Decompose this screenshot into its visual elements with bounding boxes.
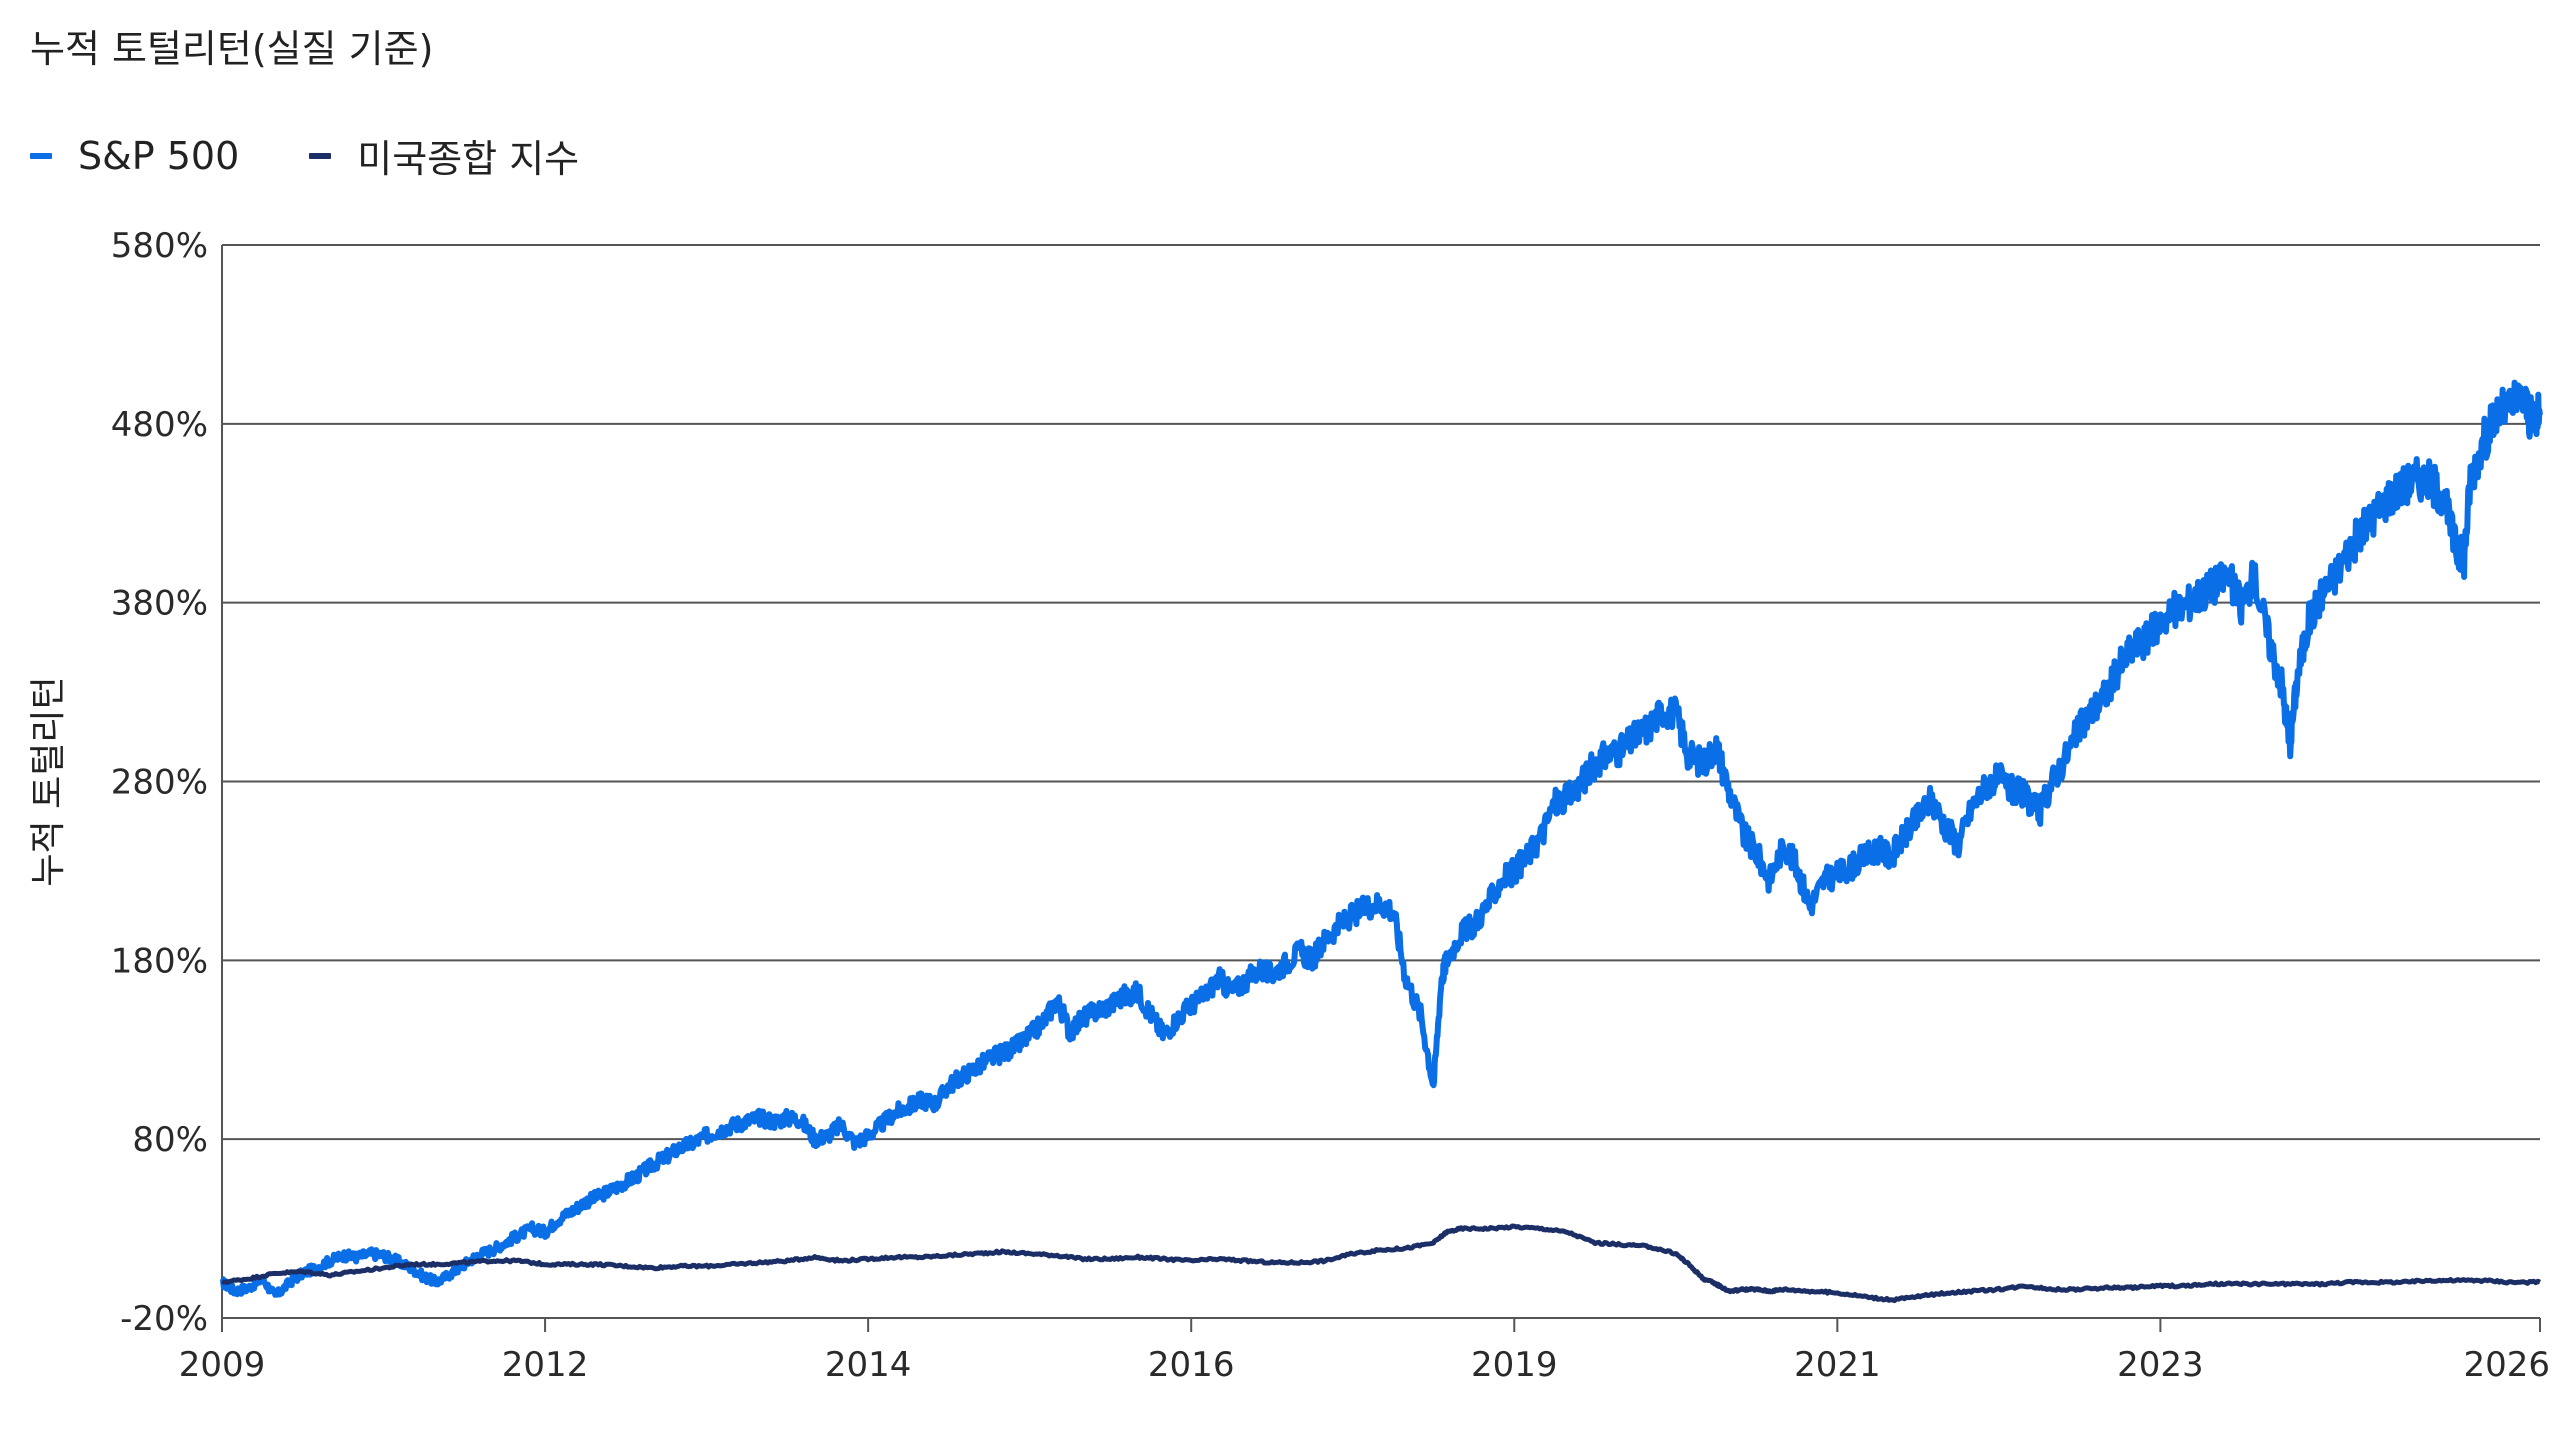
x-tick-label: 2014 <box>825 1345 912 1385</box>
series-line-us-aggregate <box>220 1223 2541 1304</box>
y-tick-label: 280% <box>111 763 208 803</box>
chart-title: 누적 토털리턴(실질 기준) <box>30 27 434 71</box>
series-line-sp500 <box>219 379 2543 1298</box>
legend-label-sp500: S&P 500 <box>78 133 240 178</box>
x-tick-labels: 2009 2012 2014 2016 2019 2021 2023 2026 <box>179 1318 2550 1385</box>
legend-swatch-sp500 <box>30 152 52 159</box>
x-tick-label: 2023 <box>2117 1345 2204 1385</box>
legend-swatch-us-aggregate <box>309 152 332 159</box>
x-tick-label: 2026 <box>2463 1345 2550 1385</box>
y-tick-label: -20% <box>120 1299 208 1339</box>
y-tick-label: 480% <box>111 405 208 445</box>
legend-item-sp500: S&P 500 <box>30 134 239 178</box>
x-tick-label: 2021 <box>1794 1345 1881 1385</box>
legend-label-us-aggregate: 미국종합 지수 <box>357 137 580 181</box>
y-tick-label: 580% <box>111 226 208 266</box>
chart-legend: S&P 500 미국종합 지수 <box>30 128 649 183</box>
legend-item-us-aggregate: 미국종합 지수 <box>309 128 579 183</box>
y-axis-label: 누적 토털리턴 <box>28 676 69 886</box>
x-tick-label: 2019 <box>1471 1345 1558 1385</box>
x-tick-label: 2012 <box>502 1345 589 1385</box>
y-tick-label: 80% <box>132 1120 208 1160</box>
series-lines <box>219 379 2543 1304</box>
x-tick-label: 2009 <box>179 1345 266 1385</box>
y-tick-labels: 580% 480% 380% 280% 180% 80% -20% <box>111 226 208 1339</box>
gridlines <box>222 244 2540 1319</box>
x-tick-label: 2016 <box>1148 1345 1235 1385</box>
y-tick-label: 180% <box>111 941 208 981</box>
y-tick-label: 380% <box>111 584 208 624</box>
